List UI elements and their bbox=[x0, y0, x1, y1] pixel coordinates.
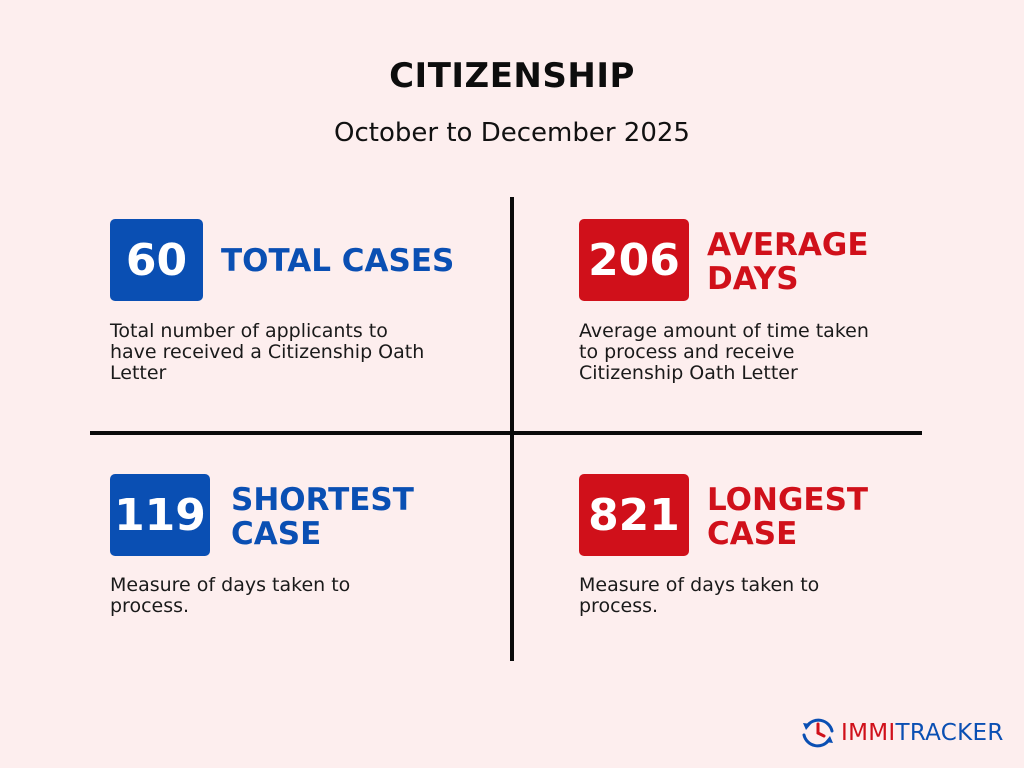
shortest-case-label-line2: CASE bbox=[231, 516, 322, 552]
desc-line: Average amount of time taken bbox=[579, 320, 869, 342]
desc-line: Total number of applicants to bbox=[110, 320, 388, 342]
longest-case-label: LONGEST CASE bbox=[707, 483, 868, 551]
longest-case-badge: 821 bbox=[579, 474, 689, 556]
average-days-label-line2: DAYS bbox=[707, 261, 799, 297]
desc-line: to process and receive bbox=[579, 341, 795, 363]
average-days-description: Average amount of time taken to process … bbox=[579, 321, 869, 384]
desc-line: Citizenship Oath Letter bbox=[579, 362, 798, 384]
average-days-value: 206 bbox=[588, 234, 680, 286]
total-cases-label-line1: TOTAL CASES bbox=[221, 243, 455, 279]
shortest-case-description: Measure of days taken to process. bbox=[110, 575, 350, 617]
shortest-case-label: SHORTEST CASE bbox=[231, 483, 414, 551]
total-cases-label: TOTAL CASES bbox=[221, 244, 454, 278]
longest-case-value: 821 bbox=[588, 489, 680, 541]
total-cases-value: 60 bbox=[125, 234, 188, 286]
shortest-case-value: 119 bbox=[114, 489, 206, 541]
longest-case-description: Measure of days taken to process. bbox=[579, 575, 819, 617]
desc-line: Measure of days taken to bbox=[579, 574, 820, 596]
page-title: CITIZENSHIP bbox=[389, 56, 635, 96]
page-subtitle: October to December 2025 bbox=[334, 118, 690, 148]
total-cases-description: Total number of applicants to have recei… bbox=[110, 321, 424, 384]
clock-refresh-icon bbox=[799, 714, 837, 752]
shortest-case-badge: 119 bbox=[110, 474, 210, 556]
longest-case-label-line2: CASE bbox=[707, 516, 798, 552]
desc-line: Letter bbox=[110, 362, 167, 384]
average-days-badge: 206 bbox=[579, 219, 689, 301]
average-days-label: AVERAGE DAYS bbox=[707, 228, 869, 296]
desc-line: process. bbox=[110, 595, 190, 617]
logo-text-immi: IMMI bbox=[841, 720, 896, 746]
shortest-case-label-line1: SHORTEST bbox=[231, 482, 414, 518]
desc-line: have received a Citizenship Oath bbox=[110, 341, 425, 363]
desc-line: process. bbox=[579, 595, 659, 617]
immitracker-logo: IMMITRACKER bbox=[799, 713, 1004, 753]
horizontal-divider bbox=[90, 431, 922, 435]
longest-case-label-line1: LONGEST bbox=[707, 482, 869, 518]
vertical-divider bbox=[510, 197, 514, 661]
total-cases-badge: 60 bbox=[110, 219, 203, 301]
logo-text-tracker: TRACKER bbox=[895, 720, 1004, 746]
logo-text: IMMITRACKER bbox=[841, 720, 1004, 746]
desc-line: Measure of days taken to bbox=[110, 574, 351, 596]
average-days-label-line1: AVERAGE bbox=[707, 227, 869, 263]
